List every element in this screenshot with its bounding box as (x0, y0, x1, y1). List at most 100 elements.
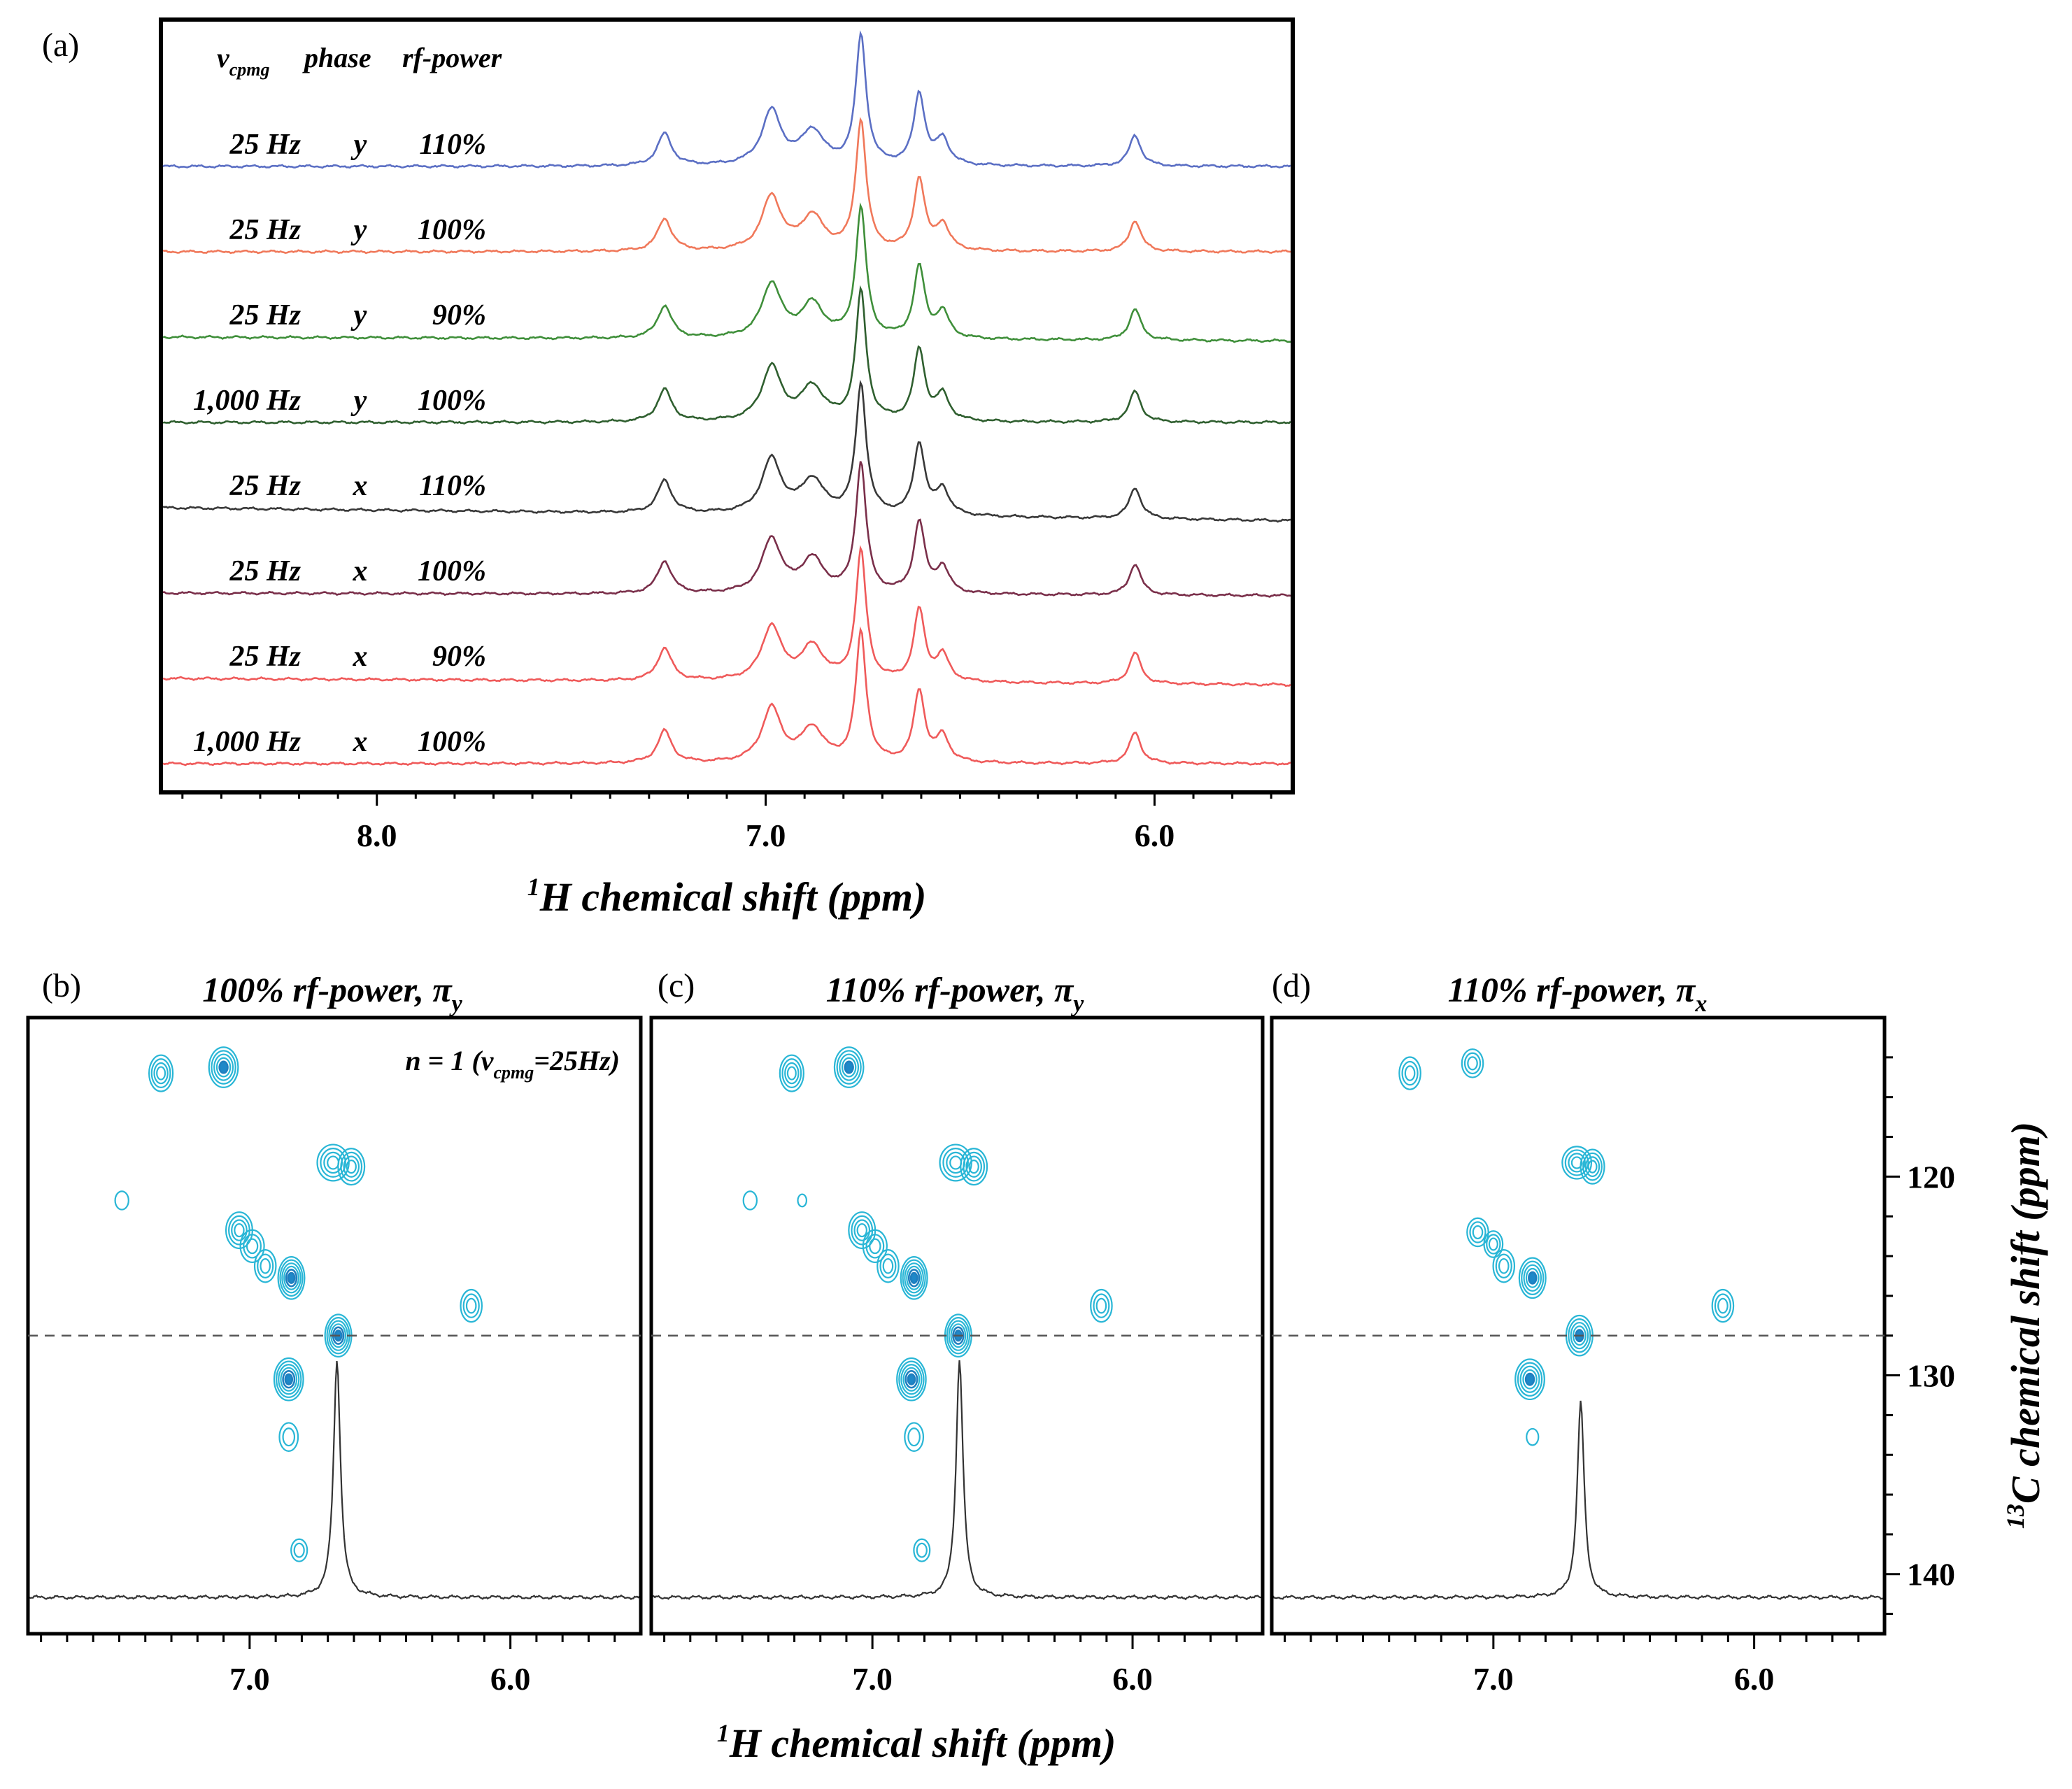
contour-level (862, 1229, 888, 1264)
contour-level (797, 1193, 808, 1208)
contour-peak (939, 1143, 972, 1182)
contour-peak (1090, 1288, 1113, 1323)
contour-peak (913, 1538, 931, 1562)
contour-level (1519, 1365, 1540, 1393)
contour-level (833, 1046, 865, 1088)
contour-level (280, 1367, 298, 1392)
row-label-power: 90% (432, 299, 486, 332)
contour-level (960, 1148, 988, 1186)
contour-level (1492, 1249, 1516, 1283)
contour-level (257, 1253, 274, 1278)
contour-level (877, 1249, 900, 1283)
spectra-header: vcpmg phase rf-power (217, 42, 502, 80)
x-tick-label: 7.0 (1473, 1661, 1514, 1697)
contour-level (1584, 1156, 1601, 1178)
contour-level (1483, 1230, 1504, 1258)
contour-level (946, 1317, 970, 1355)
contour-level (243, 1234, 262, 1259)
contour-peak (290, 1538, 308, 1562)
contour-level (246, 1238, 259, 1255)
contour-level (218, 1060, 229, 1074)
y-tick-label: 120 (1907, 1159, 1955, 1195)
contour-level (1522, 1369, 1538, 1390)
contour-peak (1580, 1148, 1605, 1185)
contour-level (279, 1259, 304, 1297)
slice-trace (651, 1360, 1263, 1601)
contour-peaks (114, 1046, 483, 1562)
panel-title: 100% rf-power, πy (202, 970, 462, 1017)
contour-peak (337, 1148, 366, 1186)
contour-level (346, 1160, 357, 1174)
contour-level (1526, 1427, 1540, 1446)
contour-level (1528, 1271, 1538, 1285)
contour-level (282, 1427, 296, 1447)
hsqc-panels: (b) 100% rf-power, πyn = 1 (vcpmg=25Hz)7.… (26, 967, 1887, 1697)
contour-level (950, 1323, 967, 1348)
contour-level (1472, 1225, 1484, 1240)
contour-level (904, 1262, 924, 1294)
spectra-traces (162, 30, 1291, 767)
panel-a: (a) vcpmg phase rf-power 25 Hz y 110%25 Hz… (42, 17, 1295, 920)
contour-level (215, 1057, 232, 1078)
contour-level (340, 1151, 363, 1182)
contour-level (231, 1219, 248, 1241)
contour-level (779, 1054, 804, 1092)
row-label-phase: y (350, 299, 367, 332)
row-label-nu: 1,000 Hz (193, 385, 301, 417)
contour-level (902, 1367, 921, 1392)
row-label-nu: 25 Hz (229, 129, 301, 161)
contour-level (462, 1293, 480, 1318)
panel-frame (1270, 1015, 1887, 1636)
contour-peak (1561, 1146, 1593, 1180)
x-tick-label: 7.0 (852, 1661, 893, 1697)
spectrum-trace (162, 202, 1291, 343)
header-nu-symbol: v (217, 42, 230, 73)
panel-a-label: (a) (42, 27, 79, 64)
contour-level (1564, 1149, 1589, 1176)
contour-level (904, 1370, 918, 1389)
contour-level (1525, 1267, 1540, 1288)
contour-level (460, 1288, 483, 1323)
row-label-phase: y (350, 129, 367, 161)
contour-level (882, 1257, 894, 1274)
contour-level (786, 1066, 797, 1081)
contour-level (153, 1062, 169, 1085)
contour-level (1561, 1146, 1593, 1180)
contour-level (1488, 1237, 1498, 1251)
row-label-phase: x (353, 555, 368, 587)
contour-peak (1711, 1288, 1735, 1323)
hsqc-xlabel-text: H chemical shift (ppm) (729, 1720, 1116, 1766)
row-label-power: 90% (432, 641, 486, 673)
header-nu-subscript: cpmg (229, 59, 270, 80)
row-label-power: 100% (418, 214, 486, 246)
contour-level (465, 1297, 477, 1314)
contour-level (239, 1229, 265, 1264)
row-label-nu: 25 Hz (229, 641, 301, 673)
contour-peak (1526, 1427, 1540, 1446)
contour-peak (1461, 1048, 1484, 1078)
contour-level (276, 1360, 302, 1398)
contour-level (148, 1054, 174, 1092)
contour-level (1570, 1322, 1589, 1350)
contour-peak (900, 1255, 928, 1300)
contour-level (916, 1542, 928, 1558)
panel-x-axis: 7.0 6.0 (663, 1635, 1238, 1697)
panel-title-subscript: y (1070, 991, 1084, 1017)
contour-peak (1492, 1249, 1516, 1283)
contour-level (337, 1148, 366, 1186)
contour-level (1568, 1318, 1591, 1353)
contour-level (150, 1058, 171, 1088)
panel-title: 110% rf-power, πy (826, 970, 1085, 1017)
panel-a-xlabel-text: H chemical shift (ppm) (539, 874, 927, 920)
contour-level (904, 1422, 925, 1452)
contour-level (907, 1427, 921, 1447)
contour-level (1580, 1148, 1605, 1185)
contour-level (968, 1160, 979, 1174)
hsqc-y-axis: 120 130 140 (1885, 1056, 1955, 1616)
x-tick-label: 8.0 (357, 818, 397, 853)
header-phase: phase (302, 42, 371, 73)
contour-level (1090, 1288, 1113, 1323)
contour-level (900, 1364, 923, 1395)
contour-peak (253, 1249, 277, 1283)
contour-level (839, 1053, 860, 1081)
